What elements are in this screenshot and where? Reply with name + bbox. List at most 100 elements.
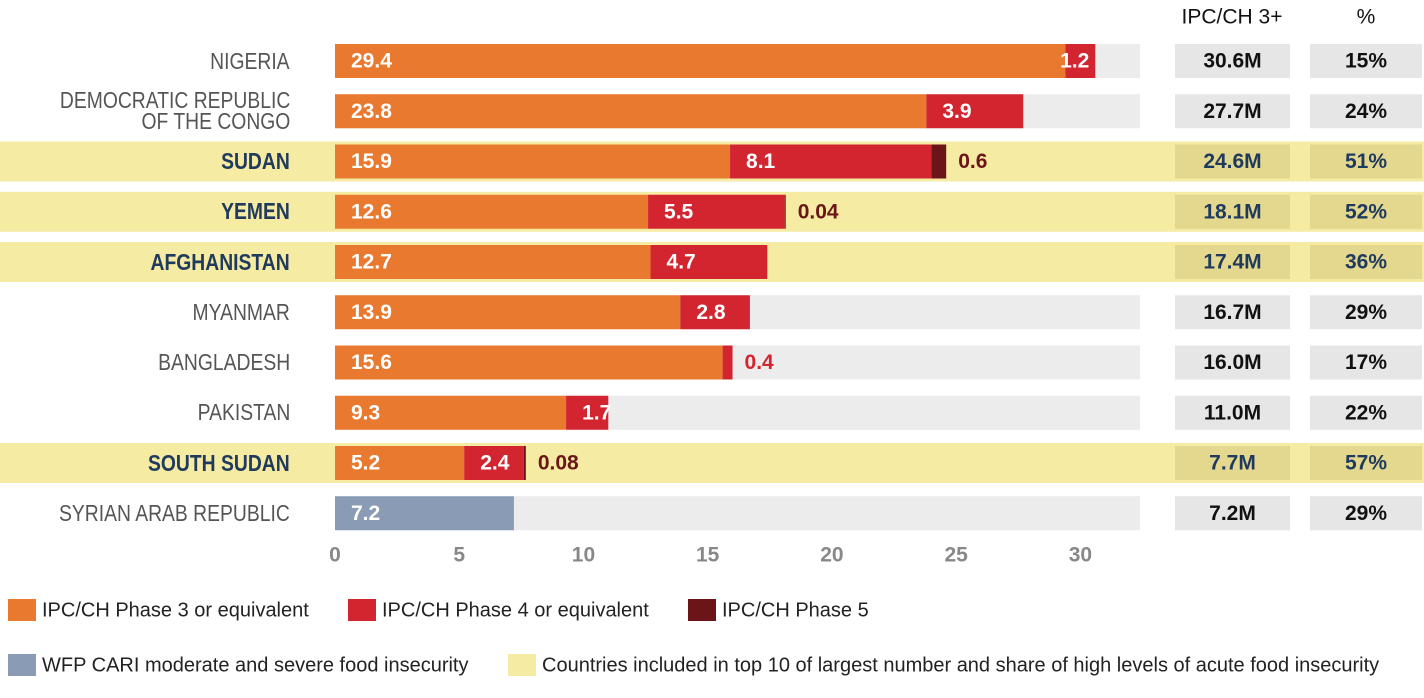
bar-segment	[650, 245, 768, 279]
bar-segment	[335, 94, 927, 129]
bar-value-label: 12.6	[351, 200, 392, 223]
bar-value-label: 8.1	[746, 150, 776, 173]
bar-value-label: 15.6	[351, 351, 392, 374]
table-cell	[1175, 94, 1290, 129]
x-tick-label: 10	[572, 544, 595, 567]
table-value: 24.6M	[1203, 150, 1261, 173]
bar-segment	[566, 395, 609, 430]
bar-segment	[1065, 44, 1096, 78]
bar-segment	[335, 44, 1066, 78]
category-label: SUDAN	[221, 148, 290, 174]
bar-segment	[335, 395, 567, 430]
table-cell	[1310, 446, 1422, 480]
bar-value-label: 13.9	[351, 301, 392, 324]
bar-segment	[335, 446, 465, 480]
bar-segment	[335, 496, 514, 531]
table-cell	[1175, 44, 1290, 78]
bar-segment	[335, 194, 649, 229]
bar-value-label: 0.04	[798, 200, 839, 223]
table-cell	[1310, 245, 1422, 279]
legend-label: IPC/CH Phase 5	[722, 599, 869, 621]
legend-label: IPC/CH Phase 3 or equivalent	[42, 599, 309, 621]
bar-value-label: 0.6	[958, 150, 987, 173]
table-value: 29%	[1345, 502, 1387, 525]
table-value: 29%	[1345, 301, 1387, 324]
category-label: NIGERIA	[210, 47, 290, 74]
bar-value-label: 0.4	[745, 351, 775, 374]
table-value: 7.2M	[1209, 502, 1256, 525]
table-value: 22%	[1345, 401, 1387, 424]
table-cell	[1175, 144, 1290, 179]
bar-value-label: 7.2	[351, 502, 380, 525]
x-tick-label: 0	[329, 544, 341, 567]
bar-segment	[680, 295, 750, 330]
table-cell	[1310, 345, 1422, 380]
table-value: 52%	[1345, 200, 1387, 223]
category-label: MYANMAR	[192, 298, 290, 325]
table-value: 15%	[1345, 50, 1387, 73]
bar-value-label: 9.3	[351, 401, 380, 424]
table-cell	[1175, 446, 1290, 480]
bar-segment	[523, 446, 526, 480]
table-cell	[1310, 395, 1422, 430]
table-cell	[1310, 144, 1422, 179]
bar-segment	[730, 144, 932, 179]
bar-value-label: 5.5	[664, 200, 694, 223]
legend-label: Countries included in top 10 of largest …	[542, 654, 1379, 676]
table-cell	[1175, 194, 1290, 229]
table-value: 27.7M	[1203, 100, 1261, 123]
table-cell	[1310, 194, 1422, 229]
table-cell	[1175, 496, 1290, 531]
bar-value-label: 5.2	[351, 452, 380, 475]
x-tick-label: 30	[1069, 544, 1092, 567]
column-header: %	[1357, 6, 1376, 29]
legend-label: WFP CARI moderate and severe food insecu…	[42, 654, 468, 676]
bar-segment	[335, 295, 681, 330]
bar-value-label: 15.9	[351, 150, 392, 173]
table-cell	[1175, 395, 1290, 430]
table-value: 36%	[1345, 251, 1387, 274]
bar-segment	[722, 345, 733, 380]
x-tick-label: 20	[820, 544, 843, 567]
table-cell	[1175, 345, 1290, 380]
bar-value-label: 2.8	[696, 301, 726, 324]
bar-value-label: 29.4	[351, 50, 392, 73]
legend-swatch	[688, 599, 716, 621]
bar-segment	[464, 446, 524, 480]
bar-segment	[784, 194, 786, 229]
category-label: BANGLADESH	[157, 349, 290, 375]
x-tick-label: 25	[944, 544, 968, 567]
column-header: IPC/CH 3+	[1182, 6, 1283, 29]
table-cell	[1310, 94, 1422, 129]
table-value: 51%	[1345, 150, 1387, 173]
x-tick-label: 15	[696, 544, 720, 567]
category-label: DEMOCRATIC REPUBLIC OF THE CONGO	[59, 87, 290, 135]
table-value: 17.4M	[1203, 251, 1261, 274]
legend-swatch	[348, 599, 376, 621]
bar-value-label: 1.2	[1060, 50, 1089, 73]
bar-segment	[648, 194, 785, 229]
table-cell	[1310, 295, 1422, 330]
bar-value-label: 2.4	[480, 452, 510, 475]
bar-value-label: 3.9	[942, 100, 971, 123]
bar-segment	[931, 144, 947, 179]
table-value: 17%	[1345, 351, 1387, 374]
bar-segment	[335, 144, 731, 179]
table-value: 7.7M	[1209, 452, 1256, 475]
legend-swatch	[508, 654, 536, 676]
table-value: 18.1M	[1203, 200, 1261, 223]
category-label: SOUTH SUDAN	[148, 449, 290, 476]
x-tick-label: 5	[453, 544, 465, 567]
table-cell	[1175, 245, 1290, 279]
category-label: YEMEN	[221, 198, 290, 225]
table-value: 11.0M	[1204, 401, 1261, 424]
category-label: AFGHANISTAN	[150, 248, 290, 275]
bar-segment	[335, 245, 651, 279]
bar-segment	[335, 345, 723, 380]
table-value: 16.0M	[1203, 351, 1261, 374]
legend-swatch	[8, 599, 36, 621]
table-cell	[1175, 295, 1290, 330]
table-value: 30.6M	[1203, 50, 1261, 73]
category-label: SYRIAN ARAB REPUBLIC	[59, 499, 290, 526]
